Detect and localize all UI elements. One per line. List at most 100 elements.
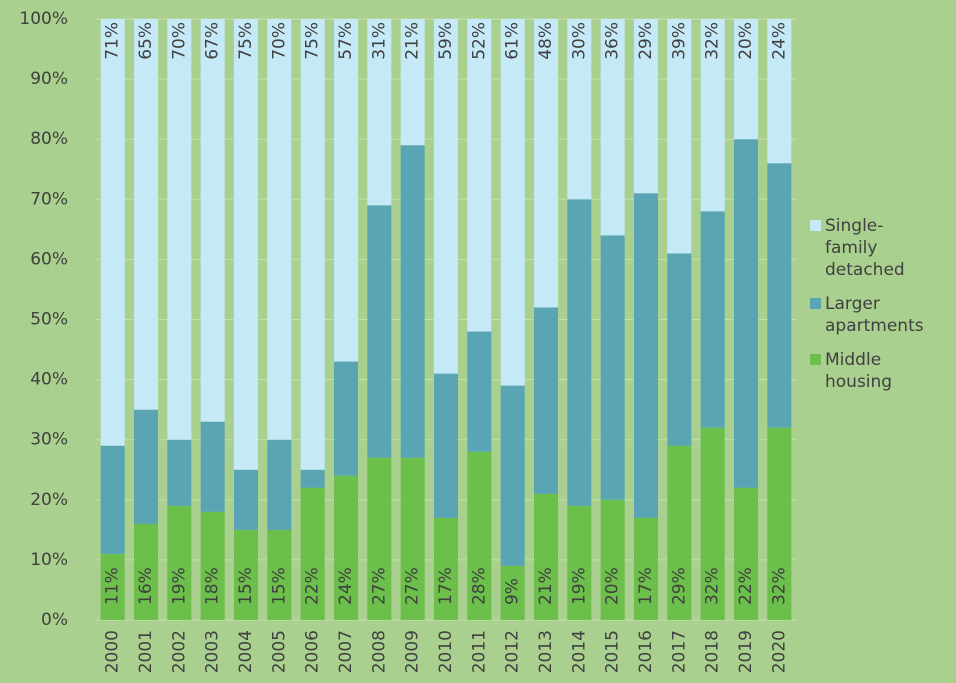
y-tick-label: 20%: [30, 490, 68, 510]
x-tick-label: 2011: [469, 630, 489, 673]
bar-segment: [467, 331, 492, 452]
bar-segment: [100, 19, 125, 446]
legend-swatch: [810, 298, 821, 309]
data-label: 19%: [569, 567, 589, 605]
bar-segment: [634, 517, 658, 620]
bar-segment: [634, 193, 658, 518]
y-tick-label: 60%: [30, 249, 68, 269]
bar-segment: [234, 469, 258, 530]
data-label: 31%: [369, 22, 389, 60]
data-label: 16%: [136, 567, 156, 605]
legend-swatch: [810, 220, 821, 231]
data-label: 39%: [669, 22, 689, 60]
data-label: 21%: [403, 22, 423, 60]
bar-segment: [734, 139, 758, 488]
data-label: 52%: [469, 22, 489, 60]
legend-label: Middle housing: [825, 350, 893, 392]
data-label: 67%: [203, 22, 223, 60]
data-label: 17%: [436, 567, 456, 605]
bar-segment: [367, 19, 392, 206]
bar-segment: [534, 307, 558, 494]
data-label: 9%: [503, 578, 523, 605]
data-label: 27%: [403, 567, 423, 605]
bar-segment: [500, 565, 525, 620]
x-tick-label: 2000: [103, 630, 123, 673]
data-label: 28%: [469, 567, 489, 605]
x-tick-label: 2015: [603, 630, 623, 673]
x-tick-label: 2014: [569, 630, 589, 673]
y-tick-label: 30%: [30, 430, 68, 450]
x-tick-label: 2010: [436, 630, 456, 673]
bar-segment: [267, 439, 292, 530]
bar-segment: [334, 475, 358, 620]
x-tick-label: 2001: [136, 630, 156, 673]
x-tick-label: 2009: [403, 630, 423, 673]
bar-segment: [467, 19, 492, 332]
data-label: 32%: [703, 567, 723, 605]
bar-segment: [600, 499, 625, 620]
y-tick-label: 40%: [30, 370, 68, 390]
data-label: 22%: [303, 567, 323, 605]
bar-segment: [700, 19, 725, 212]
bar-segment: [334, 19, 358, 362]
legend-item: Larger apartments: [810, 293, 940, 337]
data-label: 75%: [303, 22, 323, 60]
y-tick-label: 50%: [30, 310, 68, 330]
bar-segment: [367, 205, 392, 458]
bar-segment: [134, 523, 158, 620]
bar-segment: [400, 145, 425, 458]
bar-segment: [534, 19, 558, 308]
x-tick-label: 2019: [736, 630, 756, 673]
bar-segment: [667, 253, 692, 446]
bar-segment: [600, 235, 625, 500]
bar-segment: [200, 19, 225, 422]
bar-segment: [567, 505, 592, 620]
y-tick-label: 10%: [30, 550, 68, 570]
x-tick-label: 2006: [303, 630, 323, 673]
legend-label: Larger apartments: [825, 294, 924, 336]
bar-segment: [234, 19, 258, 470]
bar-segment: [300, 487, 325, 620]
data-label: 22%: [736, 567, 756, 605]
data-label: 18%: [203, 567, 223, 605]
bar-segment: [134, 19, 158, 410]
bar-segment: [767, 19, 792, 164]
data-label: 75%: [236, 22, 256, 60]
legend-item: Single-family detached: [810, 215, 940, 281]
bar-segment: [534, 493, 558, 620]
data-label: 36%: [603, 22, 623, 60]
bar-segment: [167, 505, 192, 620]
bar-segment: [334, 361, 358, 476]
y-tick-label: 90%: [30, 69, 68, 89]
bar-segment: [700, 427, 725, 620]
bar-segment: [267, 529, 292, 620]
bar-segment: [434, 19, 458, 374]
data-label: 27%: [369, 567, 389, 605]
bar-segment: [200, 511, 225, 620]
data-label: 21%: [536, 567, 556, 605]
data-label: 70%: [269, 22, 289, 60]
bar-segment: [200, 421, 225, 512]
y-tick-label: 80%: [30, 129, 68, 149]
legend-item: Middle housing: [810, 349, 940, 393]
bar-segment: [634, 19, 658, 194]
data-label: 71%: [103, 22, 123, 60]
bar-segment: [100, 553, 125, 620]
data-label: 29%: [669, 567, 689, 605]
data-label: 61%: [503, 22, 523, 60]
data-label: 30%: [569, 22, 589, 60]
data-label: 20%: [736, 22, 756, 60]
bar-segment: [234, 529, 258, 620]
x-tick-label: 2004: [236, 630, 256, 673]
bar-segment: [167, 439, 192, 506]
x-tick-label: 2002: [169, 630, 189, 673]
data-label: 65%: [136, 22, 156, 60]
y-tick-label: 100%: [19, 9, 68, 29]
bar-segment: [434, 517, 458, 620]
bar-segment: [600, 19, 625, 236]
data-label: 17%: [636, 567, 656, 605]
x-tick-label: 2016: [636, 630, 656, 673]
x-tick-label: 2008: [369, 630, 389, 673]
